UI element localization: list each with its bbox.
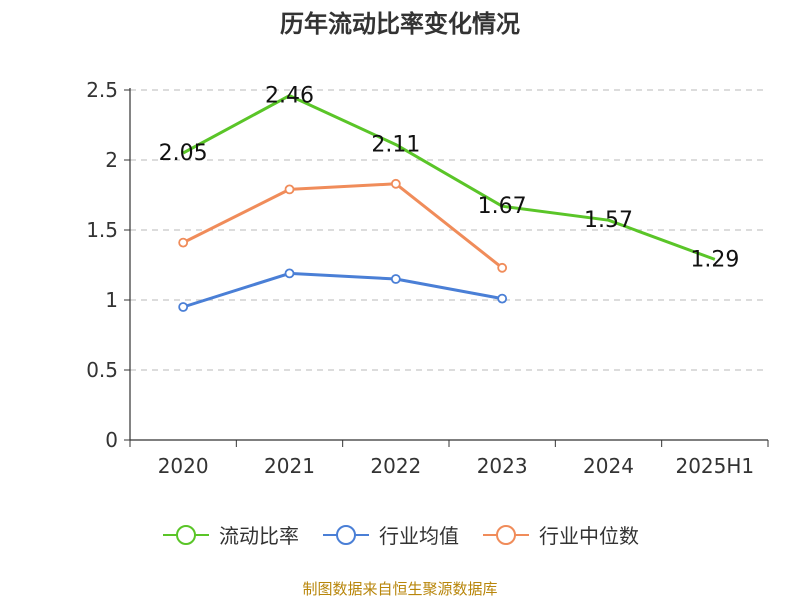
y-tick-label: 0	[105, 428, 118, 452]
series-lines	[178, 94, 716, 312]
data-label: 2.05	[159, 141, 208, 166]
y-tick-label: 2.5	[86, 78, 118, 102]
source-note: 制图数据来自恒生聚源数据库	[302, 580, 498, 598]
data-label: 1.57	[584, 208, 633, 233]
legend-swatch-icon	[323, 524, 369, 545]
grid-lines	[130, 89, 768, 371]
x-tick-label: 2020	[158, 454, 209, 478]
data-label: 2.11	[371, 133, 420, 158]
data-point	[497, 262, 508, 273]
series-line	[182, 271, 503, 309]
legend-label: 流动比率	[219, 524, 299, 548]
y-tick-label: 0.5	[86, 358, 118, 382]
legend: 流动比率 行业均值 行业中位数	[0, 520, 800, 549]
axes: 0 0.5 1 1.5 2 2.5 2020 2021 2022 2023 2024 2025H1	[86, 78, 769, 478]
y-tick-label: 1	[105, 288, 118, 312]
x-tick-label: 2023	[477, 454, 528, 478]
data-point	[284, 184, 295, 195]
legend-label: 行业均值	[379, 524, 459, 548]
data-point	[390, 178, 401, 189]
data-point	[390, 274, 401, 284]
data-point	[178, 302, 189, 312]
x-tick-label: 2024	[583, 454, 634, 478]
x-tick-label: 2021	[264, 454, 315, 478]
legend-item[interactable]: 流动比率	[161, 520, 299, 549]
data-label: 1.29	[690, 247, 739, 272]
x-tick-label: 2022	[370, 454, 421, 478]
legend-swatch-icon	[163, 524, 209, 545]
legend-label: 行业中位数	[539, 524, 639, 548]
data-point	[497, 293, 508, 304]
data-point	[284, 268, 295, 279]
data-point	[178, 237, 189, 248]
data-labels: 2.05 2.46 2.11 1.67 1.57 1.29	[159, 84, 740, 273]
chart-title: 历年流动比率变化情况	[280, 10, 520, 38]
legend-item[interactable]: 行业均值	[321, 520, 459, 549]
series-line	[182, 94, 716, 261]
y-tick-label: 2	[105, 148, 118, 172]
legend-item[interactable]: 行业中位数	[481, 520, 639, 549]
data-label: 2.46	[265, 84, 314, 109]
y-tick-label: 1.5	[86, 218, 118, 242]
data-label: 1.67	[478, 194, 527, 219]
series-line	[182, 182, 504, 269]
legend-swatch-icon	[483, 524, 529, 545]
x-tick-label: 2025H1	[675, 454, 754, 478]
